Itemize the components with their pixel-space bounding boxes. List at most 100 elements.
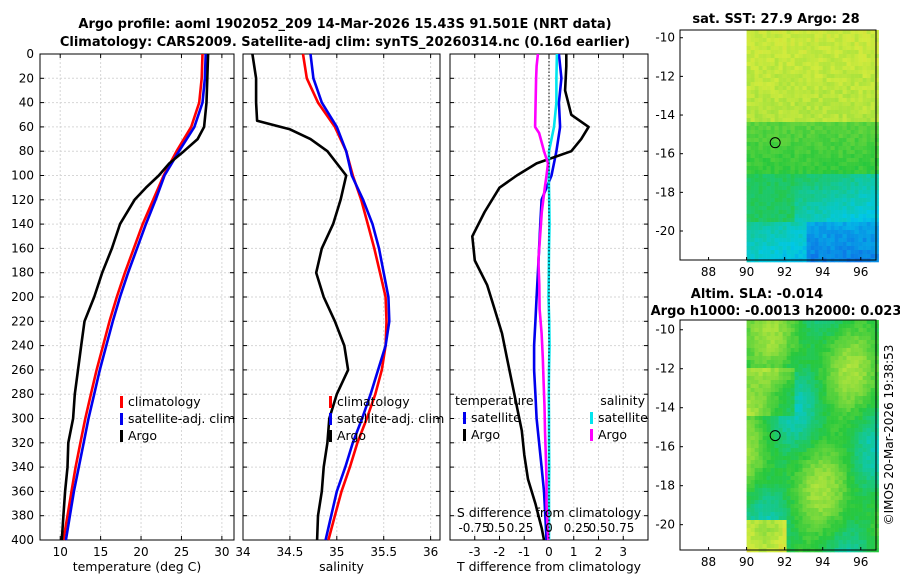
- map-cell: [758, 336, 763, 341]
- map-cell: [766, 246, 771, 251]
- map-cell: [750, 54, 755, 59]
- map-cell: [766, 428, 771, 433]
- map-cell: [810, 540, 815, 545]
- map-cell: [778, 372, 783, 377]
- map-cell: [858, 202, 863, 207]
- map-cell: [826, 190, 831, 195]
- map-cell: [766, 380, 771, 385]
- map-cell: [814, 30, 819, 35]
- map-cell: [770, 404, 775, 409]
- map-cell: [762, 528, 767, 533]
- map-cell: [750, 34, 755, 39]
- map-cell: [854, 74, 859, 79]
- map-cell: [762, 250, 767, 255]
- map-cell: [794, 520, 799, 525]
- map-cell: [782, 464, 787, 469]
- map-cell: [830, 74, 835, 79]
- map-cell: [766, 420, 771, 425]
- map-cell: [806, 360, 811, 365]
- map-cell: [794, 456, 799, 461]
- map-cell: [746, 50, 751, 55]
- map-cell: [858, 488, 863, 493]
- map-cell: [862, 484, 867, 489]
- map-cell: [758, 412, 763, 417]
- map-cell: [758, 74, 763, 79]
- map-cell: [746, 126, 751, 131]
- map-cell: [826, 250, 831, 255]
- map-cell: [782, 512, 787, 517]
- map-cell: [790, 340, 795, 345]
- map-cell: [786, 460, 791, 465]
- map-cell: [806, 78, 811, 83]
- map-cell: [850, 380, 855, 385]
- map-cell: [754, 62, 759, 67]
- map-cell: [818, 150, 823, 155]
- map-cell: [874, 384, 879, 389]
- map-cell: [750, 524, 755, 529]
- map-cell: [758, 62, 763, 67]
- map-cell: [838, 452, 843, 457]
- map-cell: [842, 154, 847, 159]
- map-cell: [766, 46, 771, 51]
- map-cell: [746, 178, 751, 183]
- map-cell: [858, 74, 863, 79]
- map-cell: [806, 472, 811, 477]
- map-cell: [850, 114, 855, 119]
- map-cell: [870, 472, 875, 477]
- map-cell: [838, 158, 843, 163]
- map-cell: [774, 78, 779, 83]
- map-cell: [774, 30, 779, 35]
- map-cell: [802, 368, 807, 373]
- map-cell: [874, 432, 879, 437]
- map-cell: [790, 348, 795, 353]
- map-cell: [794, 396, 799, 401]
- map-cell: [786, 242, 791, 247]
- map-cell: [826, 476, 831, 481]
- map-cell: [754, 206, 759, 211]
- map-cell: [750, 420, 755, 425]
- map-cell: [750, 532, 755, 537]
- map-cell: [786, 110, 791, 115]
- y-tick-label: -14: [655, 401, 675, 415]
- map-cell: [798, 194, 803, 199]
- map-cell: [826, 194, 831, 199]
- map-cell: [850, 146, 855, 151]
- map-cell: [794, 170, 799, 175]
- map-cell: [794, 250, 799, 255]
- map-cell: [790, 444, 795, 449]
- map-cell: [806, 500, 811, 505]
- map-cell: [810, 348, 815, 353]
- map-cell: [854, 396, 859, 401]
- map-cell: [802, 536, 807, 541]
- map-cell: [794, 70, 799, 75]
- map-cell: [838, 348, 843, 353]
- map-cell: [814, 126, 819, 131]
- x-tick-label: 96: [853, 555, 868, 569]
- map-cell: [754, 98, 759, 103]
- map-cell: [854, 420, 859, 425]
- map-cell: [834, 154, 839, 159]
- map-cell: [782, 360, 787, 365]
- map-cell: [794, 536, 799, 541]
- map-cell: [814, 428, 819, 433]
- map-cell: [870, 146, 875, 151]
- map-cell: [806, 388, 811, 393]
- legend-label: satellite: [598, 410, 648, 425]
- map-cell: [774, 464, 779, 469]
- map-cell: [798, 440, 803, 445]
- map-cell: [806, 142, 811, 147]
- map-cell: [778, 82, 783, 87]
- map-cell: [758, 234, 763, 239]
- map-cell: [842, 520, 847, 525]
- map-cell: [822, 484, 827, 489]
- map-cell: [766, 98, 771, 103]
- map-cell: [778, 226, 783, 231]
- map-cell: [846, 392, 851, 397]
- map-cell: [834, 396, 839, 401]
- map-cell: [754, 356, 759, 361]
- map-cell: [750, 500, 755, 505]
- map-cell: [862, 198, 867, 203]
- map-cell: [798, 536, 803, 541]
- map-cell: [810, 332, 815, 337]
- map-cell: [850, 202, 855, 207]
